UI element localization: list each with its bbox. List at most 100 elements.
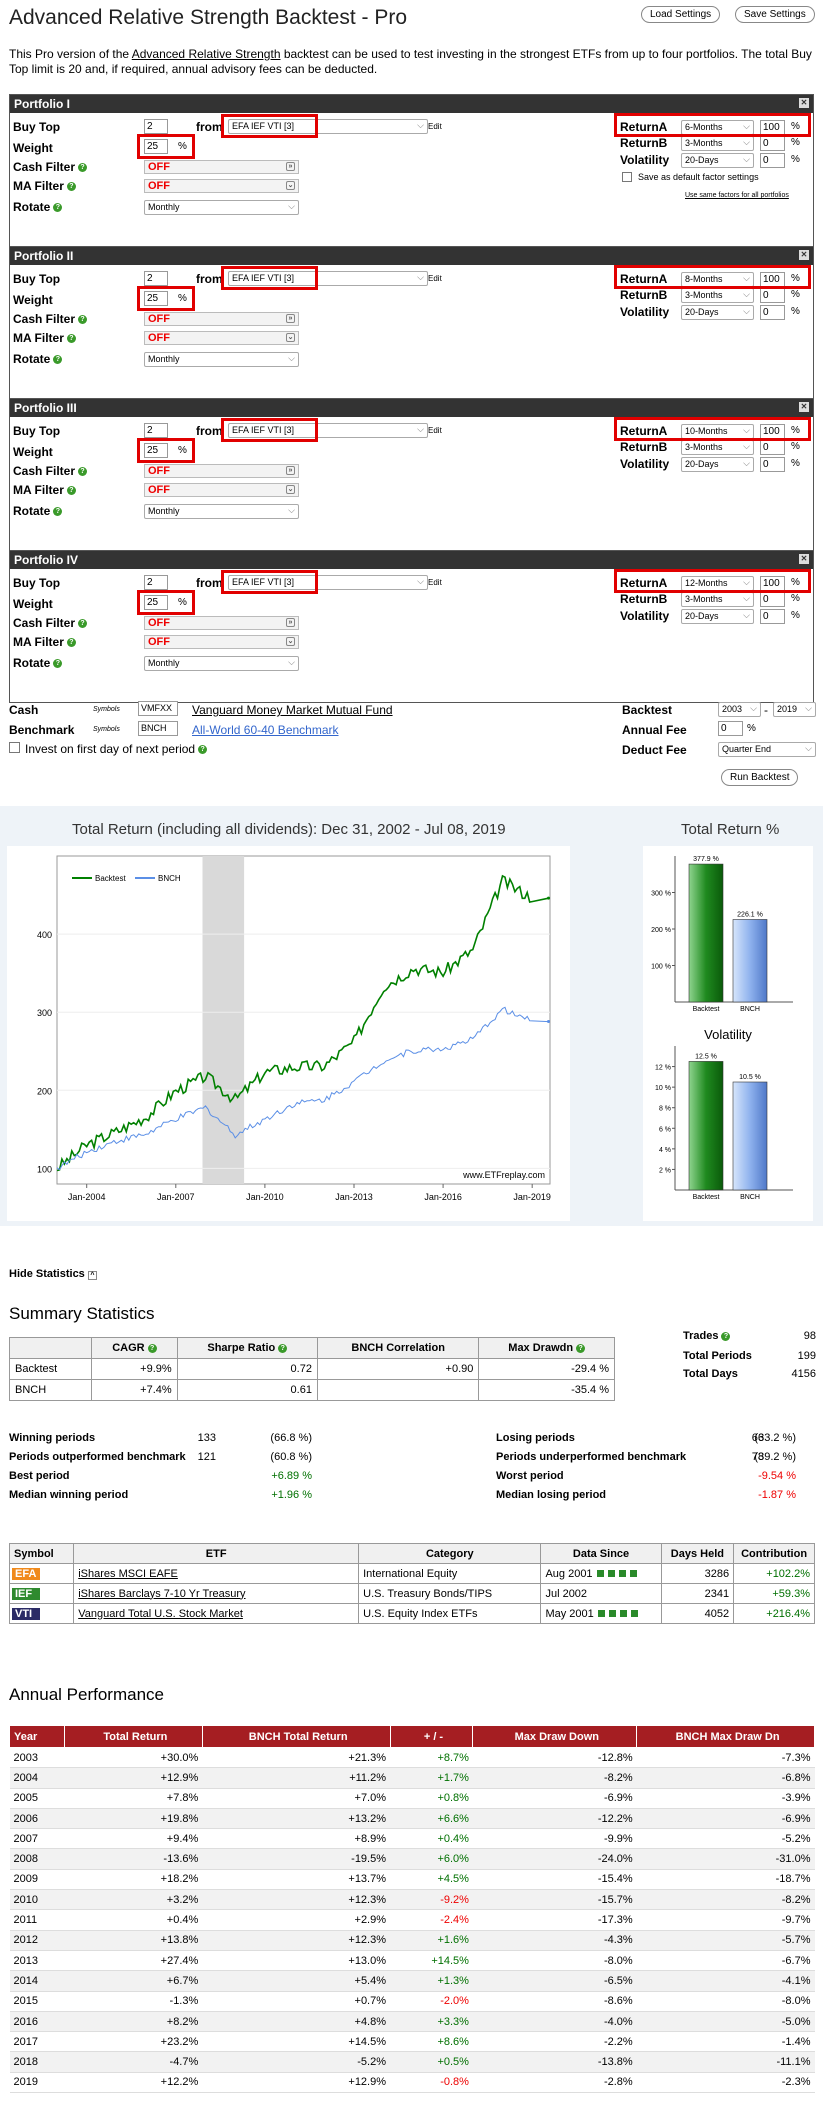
ma-filter-select[interactable]: OFF ⌄ [144, 635, 299, 649]
cash-filter-select[interactable]: OFF » [144, 616, 299, 630]
help-icon[interactable]: ? [278, 1344, 287, 1353]
returnB-weight-input[interactable]: 0 [760, 440, 785, 455]
volatility-weight-input[interactable]: 0 [760, 457, 785, 472]
deduct-fee-select[interactable]: Quarter End [718, 742, 816, 757]
portfolio-body: Buy Top Weight Cash Filter? MA Filter? Rotat… [10, 113, 813, 246]
buy-top-stepper[interactable]: 2 [144, 423, 168, 438]
table-cell: -7.3% [637, 1748, 815, 1768]
help-icon[interactable]: ? [67, 334, 76, 343]
benchmark-symbol-input[interactable]: BNCH [138, 721, 178, 736]
y-tick-label: 400 [37, 930, 52, 940]
invest-first-checkbox[interactable] [9, 742, 20, 753]
cash-filter-select[interactable]: OFF » [144, 464, 299, 478]
save-settings-button[interactable]: Save Settings [735, 6, 815, 23]
table-cell: -6.7% [637, 1950, 815, 1970]
cash-fund-link[interactable]: Vanguard Money Market Mutual Fund [192, 703, 393, 717]
buy-top-stepper[interactable]: 2 [144, 271, 168, 286]
help-icon[interactable]: ? [53, 355, 62, 364]
buy-top-stepper[interactable]: 2 [144, 119, 168, 134]
returnB-weight-input[interactable]: 0 [760, 288, 785, 303]
run-backtest-button[interactable]: Run Backtest [721, 769, 798, 786]
cash-symbol-input[interactable]: VMFXX [138, 701, 178, 716]
column-header: Days Held [661, 1544, 734, 1564]
ma-filter-select[interactable]: OFF ⌄ [144, 179, 299, 193]
ma-filter-select[interactable]: OFF ⌄ [144, 331, 299, 345]
close-icon[interactable]: ✕ [799, 250, 809, 260]
save-default-checkbox[interactable] [622, 172, 632, 182]
y-tick-label: 10 % [655, 1085, 671, 1092]
load-settings-button[interactable]: Load Settings [641, 6, 720, 23]
cash-filter-select[interactable]: OFF » [144, 312, 299, 326]
table-cell: +18.2% [64, 1869, 202, 1889]
cash-filter-select[interactable]: OFF » [144, 160, 299, 174]
use-same-factors-link[interactable]: Use same factors for all portfolios [685, 192, 789, 199]
collapse-icon[interactable]: ^ [88, 1271, 97, 1280]
returnB-weight-input[interactable]: 0 [760, 136, 785, 151]
table-cell: Backtest [10, 1359, 92, 1380]
rotate-select[interactable]: Monthly [144, 504, 299, 519]
help-icon[interactable]: ? [53, 659, 62, 668]
help-icon[interactable]: ? [67, 638, 76, 647]
table-cell: +0.4% [390, 1829, 473, 1849]
hide-statistics-text[interactable]: Hide Statistics [9, 1268, 85, 1280]
help-icon[interactable]: ? [78, 467, 87, 476]
help-icon[interactable]: ? [78, 619, 87, 628]
help-icon[interactable]: ? [53, 203, 62, 212]
end-year-select[interactable]: 2019 [773, 702, 816, 717]
rotate-select[interactable]: Monthly [144, 352, 299, 367]
intro-link[interactable]: Advanced Relative Strength [132, 47, 281, 61]
etf-name-link[interactable]: Vanguard Total U.S. Stock Market [74, 1604, 359, 1624]
help-icon[interactable]: ? [198, 745, 207, 754]
edit-link[interactable]: Edit [428, 122, 442, 131]
rotate-select[interactable]: Monthly [144, 200, 299, 215]
help-icon[interactable]: ? [148, 1344, 157, 1353]
rotate-select[interactable]: Monthly [144, 656, 299, 671]
volatility-select[interactable]: 20-Days [681, 305, 754, 320]
volatility-select[interactable]: 20-Days [681, 457, 754, 472]
help-icon[interactable]: ? [721, 1332, 730, 1341]
annual-fee-input[interactable]: 0 [718, 721, 743, 736]
volatility-weight-input[interactable]: 0 [760, 153, 785, 168]
ma-filter-select[interactable]: OFF ⌄ [144, 483, 299, 497]
start-year-select[interactable]: 2003 [718, 702, 761, 717]
table-cell: 2011 [10, 1910, 65, 1930]
close-icon[interactable]: ✕ [799, 554, 809, 564]
volatility-select[interactable]: 20-Days [681, 609, 754, 624]
help-icon[interactable]: ? [78, 163, 87, 172]
returnB-weight-input[interactable]: 0 [760, 592, 785, 607]
close-icon[interactable]: ✕ [799, 402, 809, 412]
returnB-select[interactable]: 3-Months [681, 592, 754, 607]
returnB-select[interactable]: 3-Months [681, 288, 754, 303]
table-row: 2007 +9.4% +8.9% +0.4% -9.9% -5.2% [10, 1829, 815, 1849]
table-cell: +11.2% [202, 1768, 390, 1788]
help-icon[interactable]: ? [67, 486, 76, 495]
table-cell: -1.3% [64, 1991, 202, 2011]
table-header-row: CAGR? Sharpe Ratio? BNCH Correlation Max Dr… [10, 1338, 615, 1359]
etf-name-link[interactable]: iShares MSCI EAFE [74, 1564, 359, 1584]
returnB-select[interactable]: 3-Months [681, 136, 754, 151]
data-since-text: Jul 2002 [545, 1588, 587, 1600]
returnB-select[interactable]: 3-Months [681, 440, 754, 455]
volatility-weight-input[interactable]: 0 [760, 305, 785, 320]
edit-link[interactable]: Edit [428, 426, 442, 435]
buy-top-stepper[interactable]: 2 [144, 575, 168, 590]
hide-statistics-link[interactable]: Hide Statistics ^ [9, 1268, 97, 1280]
cash-label: Cash [9, 703, 38, 717]
table-cell: +0.5% [390, 2052, 473, 2072]
table-cell: -5.7% [637, 1930, 815, 1950]
help-icon[interactable]: ? [78, 315, 87, 324]
edit-link[interactable]: Edit [428, 274, 442, 283]
benchmark-link[interactable]: All-World 60-40 Benchmark [192, 723, 339, 737]
help-icon[interactable]: ? [576, 1344, 585, 1353]
table-cell: -35.4 % [479, 1380, 615, 1401]
volatility-select[interactable]: 20-Days [681, 153, 754, 168]
etf-name-link[interactable]: iShares Barclays 7-10 Yr Treasury [74, 1584, 359, 1604]
volatility-weight-input[interactable]: 0 [760, 609, 785, 624]
help-icon[interactable]: ? [67, 182, 76, 191]
table-header-row: Symbol ETF Category Data Since Days Held Cont… [10, 1544, 815, 1564]
help-icon[interactable]: ? [53, 507, 62, 516]
table-cell: -5.2% [637, 1829, 815, 1849]
edit-link[interactable]: Edit [428, 578, 442, 587]
close-icon[interactable]: ✕ [799, 98, 809, 108]
pct-sign: % [791, 593, 800, 604]
